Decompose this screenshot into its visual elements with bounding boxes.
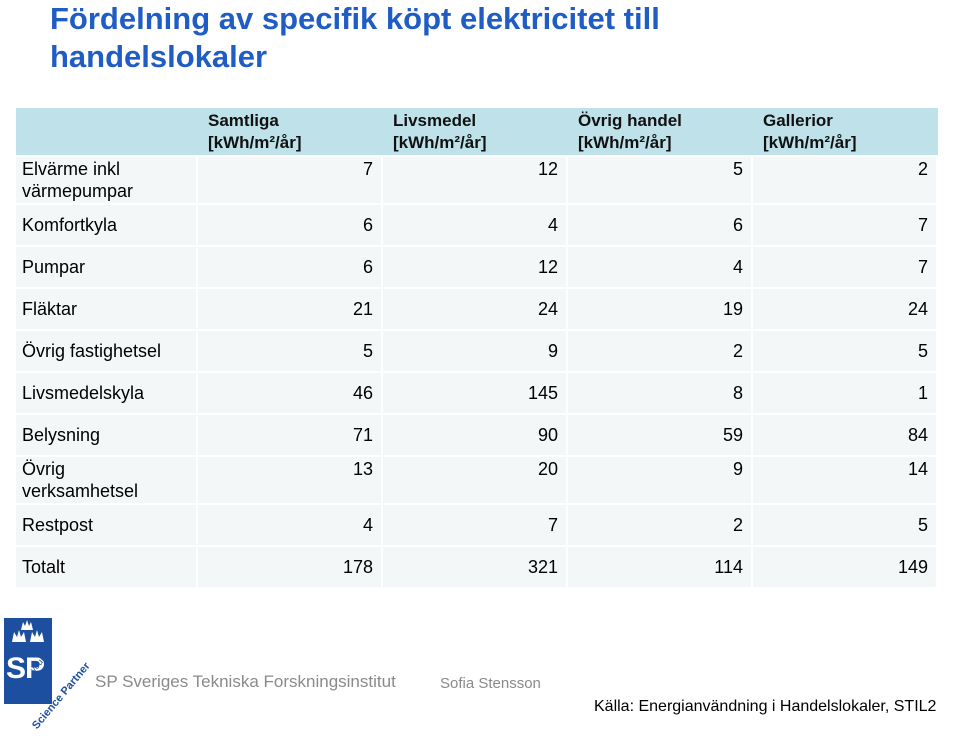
column-name: Övrig handel xyxy=(578,111,682,130)
column-unit: [kWh/m²/år] xyxy=(208,133,302,152)
value-cell: 5 xyxy=(753,503,938,545)
source-note: Källa: Energianvändning i Handelslokaler… xyxy=(594,698,937,715)
value-cell: 2 xyxy=(753,155,938,203)
value-cell: 24 xyxy=(753,287,938,329)
value-cell: 7 xyxy=(753,203,938,245)
value-cell: 90 xyxy=(383,413,568,455)
value-cell: 8 xyxy=(568,371,753,413)
column-name: Samtliga xyxy=(208,111,279,130)
value-cell: 84 xyxy=(753,413,938,455)
value-cell: 2 xyxy=(568,329,753,371)
value-cell: 9 xyxy=(383,329,568,371)
table-row: Belysning 71 90 59 84 xyxy=(16,413,938,455)
row-label: Restpost xyxy=(16,503,198,545)
slide-title: Fördelning av specifik köpt elektricitet… xyxy=(50,1,660,74)
crowns-icon xyxy=(12,620,44,642)
value-cell: 21 xyxy=(198,287,383,329)
table-row: Elvärme inkl värmepumpar 7 12 5 2 xyxy=(16,155,938,203)
header-cell: Livsmedel [kWh/m²/år] xyxy=(383,108,568,155)
column-name: Livsmedel xyxy=(393,111,477,130)
header-row: Samtliga [kWh/m²/år] Livsmedel [kWh/m²/år] Ö… xyxy=(16,108,938,155)
value-cell: 14 xyxy=(753,455,938,503)
value-cell: 12 xyxy=(383,245,568,287)
table-row: Övrig fastighetsel 5 9 2 5 xyxy=(16,329,938,371)
logo: SP xyxy=(4,618,52,704)
row-label: Livsmedelskyla xyxy=(16,371,198,413)
value-cell: 20 xyxy=(383,455,568,503)
institute-name: SP Sveriges Tekniska Forskningsinstitut xyxy=(95,672,396,691)
value-cell: 2 xyxy=(568,503,753,545)
author: Sofia Stensson xyxy=(440,675,541,692)
value-cell: 9 xyxy=(568,455,753,503)
logo-initials: SP xyxy=(6,652,45,685)
row-label: Fläktar xyxy=(16,287,198,329)
table-row: Pumpar 6 12 4 7 xyxy=(16,245,938,287)
value-cell: 24 xyxy=(383,287,568,329)
value-cell: 321 xyxy=(383,545,568,587)
value-cell: 46 xyxy=(198,371,383,413)
value-cell: 12 xyxy=(383,155,568,203)
column-unit: [kWh/m²/år] xyxy=(578,133,672,152)
value-cell: 5 xyxy=(753,329,938,371)
value-cell: 6 xyxy=(568,203,753,245)
header-cell: Samtliga [kWh/m²/år] xyxy=(198,108,383,155)
row-label: Pumpar xyxy=(16,245,198,287)
value-cell: 4 xyxy=(568,245,753,287)
column-unit: [kWh/m²/år] xyxy=(763,133,857,152)
header-cell: Gallerior [kWh/m²/år] xyxy=(753,108,938,155)
value-cell: 5 xyxy=(198,329,383,371)
row-label: Övrig fastighetsel xyxy=(16,329,198,371)
value-cell: 59 xyxy=(568,413,753,455)
table-row: Fläktar 21 24 19 24 xyxy=(16,287,938,329)
value-cell: 114 xyxy=(568,545,753,587)
value-cell: 6 xyxy=(198,245,383,287)
column-unit: [kWh/m²/år] xyxy=(393,133,487,152)
value-cell: 13 xyxy=(198,455,383,503)
header-cell xyxy=(16,108,198,155)
row-label: Övrig verksamhetsel xyxy=(16,455,198,503)
table-row: Övrig verksamhetsel 13 20 9 14 xyxy=(16,455,938,503)
value-cell: 7 xyxy=(753,245,938,287)
table-row: Livsmedelskyla 46 145 8 1 xyxy=(16,371,938,413)
value-cell: 71 xyxy=(198,413,383,455)
row-label: Belysning xyxy=(16,413,198,455)
column-name: Gallerior xyxy=(763,111,833,130)
value-cell: 7 xyxy=(383,503,568,545)
value-cell: 5 xyxy=(568,155,753,203)
row-label: Elvärme inkl värmepumpar xyxy=(16,155,198,203)
table-row: Restpost 4 7 2 5 xyxy=(16,503,938,545)
value-cell: 6 xyxy=(198,203,383,245)
value-cell: 4 xyxy=(198,503,383,545)
table-row: Totalt 178 321 114 149 xyxy=(16,545,938,587)
value-cell: 19 xyxy=(568,287,753,329)
row-label: Komfortkyla xyxy=(16,203,198,245)
value-cell: 145 xyxy=(383,371,568,413)
value-cell: 1 xyxy=(753,371,938,413)
table-row: Komfortkyla 6 4 6 7 xyxy=(16,203,938,245)
value-cell: 7 xyxy=(198,155,383,203)
value-cell: 149 xyxy=(753,545,938,587)
value-cell: 178 xyxy=(198,545,383,587)
row-label: Totalt xyxy=(16,545,198,587)
header-cell: Övrig handel [kWh/m²/år] xyxy=(568,108,753,155)
value-cell: 4 xyxy=(383,203,568,245)
